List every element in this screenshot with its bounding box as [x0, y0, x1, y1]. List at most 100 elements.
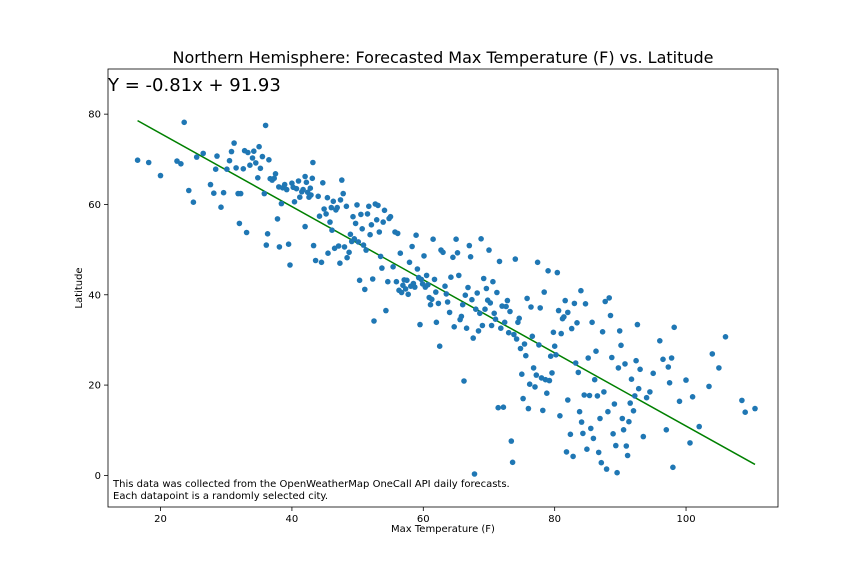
x-tick-label: 40 — [286, 514, 299, 525]
data-point — [520, 395, 526, 402]
data-point — [603, 466, 610, 472]
data-point — [375, 202, 381, 209]
data-point — [609, 354, 615, 361]
data-point — [224, 166, 230, 172]
data-point — [571, 300, 578, 307]
data-point — [405, 291, 412, 298]
data-point — [742, 409, 748, 416]
data-point — [668, 355, 675, 361]
data-point — [545, 268, 551, 274]
data-point — [597, 415, 603, 422]
data-point — [243, 229, 250, 236]
data-point — [565, 309, 571, 316]
data-point — [624, 452, 631, 459]
data-point — [551, 343, 558, 350]
data-point — [368, 222, 375, 228]
data-point — [237, 190, 244, 197]
data-point — [253, 160, 259, 166]
data-point — [501, 319, 508, 326]
data-point — [323, 211, 329, 217]
data-point — [451, 324, 458, 330]
data-point — [371, 318, 377, 324]
data-point — [483, 285, 490, 292]
data-point — [385, 278, 391, 285]
data-point — [568, 325, 575, 332]
data-point — [436, 343, 443, 350]
data-point — [390, 264, 396, 270]
data-point — [614, 469, 620, 476]
data-point — [567, 431, 574, 438]
data-point — [563, 449, 570, 455]
data-point — [584, 446, 590, 453]
data-point — [670, 464, 676, 471]
axes-frame — [107, 68, 779, 508]
x-axis-ticks: 20 40 60 80 100 — [154, 507, 696, 525]
y-tick-label: 80 — [88, 110, 101, 121]
data-point — [588, 425, 594, 432]
data-point — [595, 449, 602, 456]
data-points — [134, 119, 758, 477]
data-point — [343, 203, 350, 210]
data-point — [233, 165, 239, 171]
data-point — [602, 298, 608, 305]
data-point — [406, 259, 413, 266]
data-point — [240, 166, 247, 172]
data-point — [722, 334, 729, 340]
data-point — [328, 204, 335, 211]
data-point — [308, 192, 314, 198]
data-point — [523, 352, 529, 359]
data-point — [647, 389, 653, 395]
data-point — [471, 471, 478, 477]
data-point — [453, 236, 459, 242]
data-point — [450, 254, 456, 261]
data-point — [249, 155, 256, 161]
data-point — [330, 198, 337, 205]
data-point — [300, 186, 306, 193]
data-point — [346, 249, 352, 256]
data-point — [359, 226, 366, 232]
data-point — [557, 413, 563, 419]
chart-title: Northern Hemisphere: Forecasted Max Temp… — [172, 48, 713, 67]
data-point — [517, 345, 524, 352]
data-point — [561, 314, 567, 320]
data-point — [414, 266, 421, 272]
data-point — [475, 328, 482, 334]
data-point — [610, 431, 616, 437]
data-point — [417, 321, 423, 328]
data-point — [364, 211, 371, 217]
data-point — [615, 365, 622, 371]
data-point — [478, 236, 484, 242]
data-point — [585, 355, 591, 361]
data-point — [381, 207, 388, 214]
data-point — [190, 199, 197, 205]
annotation-line-2: Each datapoint is a randomly selected ci… — [113, 491, 328, 502]
data-point — [671, 324, 677, 331]
data-point — [599, 329, 606, 335]
data-point — [469, 296, 475, 303]
data-point — [412, 284, 418, 290]
data-point — [611, 401, 618, 407]
data-point — [443, 291, 450, 297]
data-point — [339, 177, 345, 183]
data-point — [351, 236, 358, 242]
data-point — [264, 231, 271, 237]
data-point — [398, 289, 405, 296]
data-point — [575, 369, 582, 376]
data-point — [589, 319, 595, 326]
annotation-line-1: This data was collected from the OpenWea… — [112, 479, 510, 490]
data-point — [212, 166, 219, 172]
data-point — [383, 307, 389, 314]
x-tick-label: 80 — [548, 514, 561, 525]
data-point — [214, 153, 220, 159]
data-point — [558, 330, 564, 337]
data-point — [580, 430, 586, 437]
data-point — [231, 140, 237, 146]
data-point — [496, 258, 503, 265]
data-point — [461, 378, 467, 384]
data-point — [350, 213, 356, 220]
data-point — [630, 408, 637, 414]
data-point — [186, 187, 192, 194]
data-point — [574, 320, 580, 326]
data-point — [310, 159, 316, 166]
data-point — [335, 243, 342, 249]
